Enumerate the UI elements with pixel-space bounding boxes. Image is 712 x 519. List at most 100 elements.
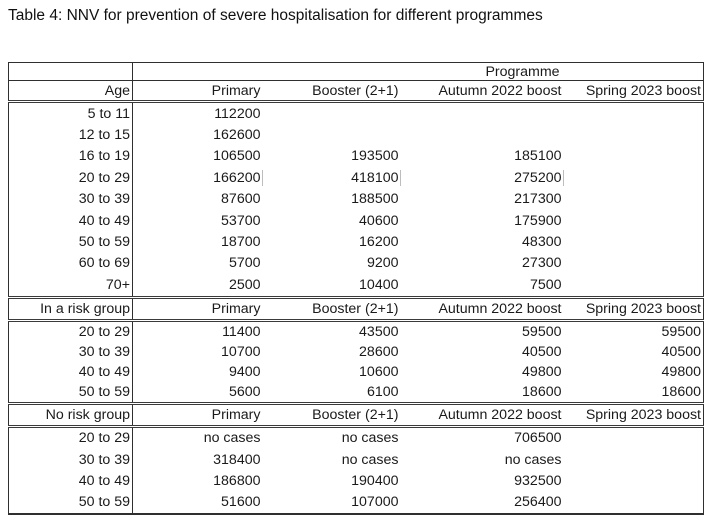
- cell-value: 27300: [522, 255, 562, 272]
- row-label: 30 to 39: [8, 341, 133, 362]
- cell-value: 16200: [359, 234, 399, 251]
- cell-value: [564, 449, 704, 470]
- cell-value: [564, 426, 704, 449]
- column-header: Primary: [132, 401, 263, 428]
- cell-value: 53700: [221, 212, 261, 229]
- cell-value: 193500: [351, 148, 399, 165]
- table-row: 60 to 69 5700 9200 27300: [8, 252, 704, 275]
- cell-value: [564, 124, 704, 145]
- corner-cell: [8, 62, 133, 81]
- table-row: 40 to 49 186800 190400 932500: [8, 470, 704, 492]
- cell-value: 18600: [661, 383, 701, 400]
- cell-value: 106500: [213, 148, 261, 165]
- cell-value: 275200: [401, 167, 564, 188]
- column-header: Booster (2+1): [262, 295, 401, 322]
- table-body: Programme Age Primary Booster (2+1) Autumn …: [8, 62, 704, 514]
- row-label: 30 to 39: [8, 449, 133, 471]
- cell-value: 5600: [228, 383, 261, 400]
- table-row: 70+ 2500 10400 7500: [8, 274, 704, 298]
- cell-value: 6100: [366, 383, 399, 400]
- section-header-row: No risk group Primary Booster (2+1) Autumn …: [8, 401, 704, 428]
- cell-value: 162600: [213, 127, 261, 144]
- cell-value: 18700: [221, 234, 261, 251]
- cell-value: 10700: [221, 343, 261, 360]
- section-label: Age: [8, 80, 133, 103]
- table-row: 20 to 29 no cases no cases 706500: [8, 426, 704, 450]
- cell-value: no cases: [341, 451, 399, 468]
- row-label: 30 to 39: [8, 188, 133, 210]
- cell-value: no cases: [203, 430, 261, 447]
- cell-value: 9200: [366, 255, 399, 272]
- cell-value: 2500: [228, 276, 261, 293]
- cell-value: 256400: [514, 494, 562, 511]
- cell-value: 51600: [221, 494, 261, 511]
- section-label: No risk group: [8, 401, 133, 428]
- cell-value: 9400: [228, 363, 261, 380]
- cell-value: [401, 102, 564, 125]
- column-header: Booster (2+1): [262, 401, 401, 428]
- column-header: Spring 2023 boost: [563, 80, 704, 103]
- table-row: 12 to 15 162600: [8, 124, 704, 146]
- cell-value: 10400: [359, 276, 399, 293]
- cell-value: 40600: [359, 212, 399, 229]
- cell-value: no cases: [504, 451, 562, 468]
- cell-value: 217300: [514, 191, 562, 208]
- cell-value: [263, 124, 401, 145]
- cell-value: [564, 189, 704, 210]
- cell-value: [564, 231, 704, 252]
- cell-value: 318400: [213, 451, 261, 468]
- cell-value: 18600: [522, 383, 562, 400]
- row-label: 40 to 49: [8, 361, 133, 382]
- table-row: 20 to 29 166200 418100 275200: [8, 167, 704, 189]
- row-label: 50 to 59: [8, 491, 133, 514]
- table-row: 30 to 39 318400 no cases no cases: [8, 449, 704, 471]
- cell-value: 59500: [522, 323, 562, 340]
- cell-value: 188500: [351, 191, 399, 208]
- cell-value: 166200: [133, 167, 263, 188]
- cell-value: 932500: [514, 472, 562, 489]
- column-header: Spring 2023 boost: [563, 401, 704, 428]
- row-label: 20 to 29: [8, 167, 133, 189]
- programme-header-label: Programme: [485, 63, 560, 80]
- cell-value: 175900: [514, 212, 562, 229]
- table-row: 16 to 19 106500 193500 185100: [8, 145, 704, 168]
- section-header-row: In a risk group Primary Booster (2+1) Autum…: [8, 295, 704, 322]
- cell-value: 190400: [351, 472, 399, 489]
- row-label: 20 to 29: [8, 426, 133, 450]
- table-row: 50 to 59 51600 107000 256400: [8, 491, 704, 514]
- table-row: 5 to 11 112200: [8, 101, 704, 125]
- cell-value: 10600: [359, 363, 399, 380]
- cell-value: 418100: [263, 167, 401, 188]
- cell-value: no cases: [341, 430, 399, 447]
- cell-value: [564, 146, 704, 167]
- cell-value: 112200: [214, 105, 261, 122]
- row-label: 50 to 59: [8, 381, 133, 404]
- cell-value: 87600: [221, 191, 261, 208]
- row-label: 60 to 69: [8, 252, 133, 275]
- cell-value: [564, 470, 704, 491]
- table-row: 30 to 39 87600 188500 217300: [8, 188, 704, 210]
- cell-value: [564, 253, 704, 274]
- table-row: 50 to 59 18700 16200 48300: [8, 231, 704, 253]
- column-header: Booster (2+1): [262, 80, 401, 103]
- column-header: Autumn 2022 boost: [400, 80, 564, 103]
- cell-value: 43500: [359, 323, 399, 340]
- table-caption: Table 4: NNV for prevention of severe ho…: [8, 7, 543, 24]
- column-header: Autumn 2022 boost: [400, 295, 564, 322]
- cell-value: [564, 102, 704, 125]
- cell-value: 40500: [522, 343, 562, 360]
- cell-value: 107000: [351, 494, 399, 511]
- section-header-row: Age Primary Booster (2+1) Autumn 2022 boost…: [8, 80, 704, 103]
- row-label: 70+: [8, 274, 133, 298]
- cell-value: 59500: [661, 323, 701, 340]
- table-row: 50 to 59 5600 6100 18600 18600: [8, 381, 704, 404]
- table-row: 20 to 29 11400 43500 59500 59500: [8, 320, 704, 342]
- table-row: 40 to 49 9400 10600 49800 49800: [8, 361, 704, 382]
- programme-header-row: Programme: [8, 62, 704, 81]
- cell-value: 186800: [213, 472, 261, 489]
- row-label: 50 to 59: [8, 231, 133, 253]
- column-header: Primary: [132, 80, 263, 103]
- row-label: 40 to 49: [8, 209, 133, 232]
- row-label: 5 to 11: [8, 101, 133, 125]
- cell-value: 11400: [222, 323, 261, 340]
